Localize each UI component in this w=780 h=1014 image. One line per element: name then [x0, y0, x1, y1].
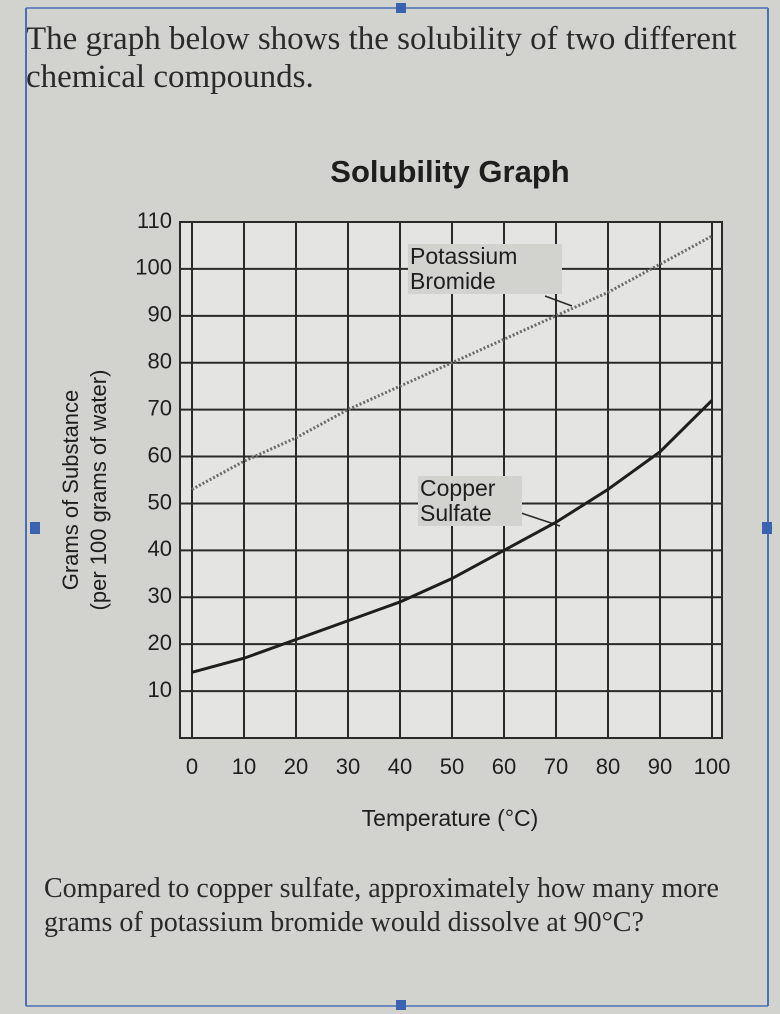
x-tick-label: 0 — [186, 754, 198, 779]
x-tick-label: 50 — [440, 754, 464, 779]
x-tick-label: 60 — [492, 754, 516, 779]
y-tick-label: 110 — [137, 208, 172, 233]
y-axis-label: (per 100 grams of water) — [86, 370, 111, 611]
question-text: Compared to copper sulfate, approximatel… — [44, 873, 719, 938]
y-tick-label: 60 — [148, 442, 172, 467]
x-tick-label: 90 — [648, 754, 672, 779]
x-tick-label: 30 — [336, 754, 360, 779]
intro-text: The graph below shows the solubility of … — [26, 21, 737, 95]
series-label: Copper Sulfate — [418, 476, 522, 526]
data-line — [191, 399, 714, 674]
handle — [396, 1000, 406, 1010]
x-tick-label: 20 — [284, 754, 308, 779]
y-axis-label: Grams of Substance — [58, 390, 83, 591]
y-tick-label: 30 — [148, 583, 172, 608]
y-tick-label: 20 — [148, 630, 172, 655]
x-tick-label: 10 — [232, 754, 256, 779]
x-axis-label: Temperature (°C) — [362, 805, 539, 831]
x-tick-label: 80 — [596, 754, 620, 779]
y-tick-label: 70 — [148, 395, 172, 420]
y-tick-label: 80 — [148, 349, 172, 374]
y-tick-label: 100 — [135, 255, 172, 280]
handle — [30, 522, 40, 534]
series-label: Potassium Bromide — [408, 244, 562, 294]
x-tick-label: 70 — [544, 754, 568, 779]
x-tick-label: 100 — [694, 754, 731, 779]
chart-title: Solubility Graph — [330, 154, 569, 189]
y-tick-label: 50 — [148, 489, 172, 514]
y-tick-label: 90 — [148, 302, 172, 327]
y-tick-label: 10 — [148, 677, 172, 702]
handle — [762, 522, 772, 534]
annotation-leader — [544, 295, 573, 307]
y-tick-label: 40 — [148, 536, 172, 561]
data-line — [191, 234, 713, 491]
handle — [396, 3, 406, 13]
x-tick-label: 40 — [388, 754, 412, 779]
